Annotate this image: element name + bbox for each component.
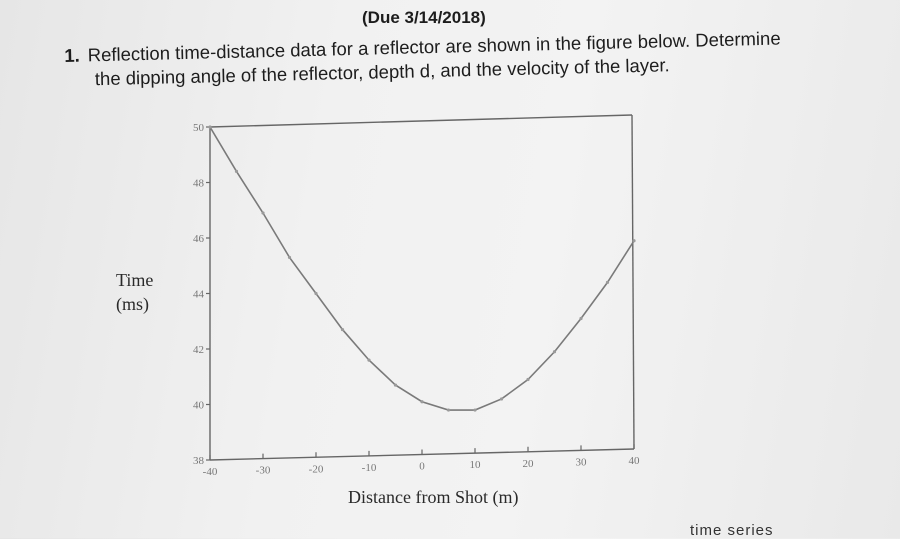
data-point [393, 383, 398, 387]
data-point [473, 408, 477, 412]
data-point [287, 255, 292, 260]
data-point [605, 280, 610, 284]
data-point [314, 291, 318, 296]
x-tick-label: -20 [309, 463, 324, 475]
data-point [499, 397, 504, 401]
data-point [261, 211, 265, 215]
data-point [234, 169, 239, 173]
x-tick-label: 10 [470, 459, 482, 471]
data-point [208, 125, 212, 129]
data-point [420, 400, 424, 404]
y-tick-label: 42 [193, 344, 204, 356]
data-point [632, 239, 636, 243]
data-point [526, 377, 530, 382]
y-tick-label: 50 [193, 122, 205, 134]
data-point [552, 350, 557, 354]
y-axis-label-line2: (ms) [116, 294, 149, 315]
y-tick-label: 48 [193, 178, 205, 190]
x-tick-label: 0 [419, 461, 425, 473]
reflection-curve [209, 126, 635, 411]
x-axis-label: Distance from Shot (m) [348, 487, 518, 508]
x-tick-label: 30 [576, 456, 588, 468]
data-point [340, 327, 345, 332]
x-tick-label: 40 [629, 455, 641, 467]
y-tick-label: 40 [193, 400, 205, 412]
y-tick-label: 46 [193, 233, 205, 245]
due-date: (Due 3/14/2018) [362, 8, 486, 27]
plot-frame [209, 114, 635, 461]
data-point [446, 408, 451, 412]
y-tick-label: 44 [193, 289, 205, 301]
y-tick-label: 38 [193, 455, 205, 467]
y-axis-label-line1: Time [116, 270, 153, 290]
data-point [579, 316, 583, 321]
data-point [367, 358, 371, 362]
x-tick-label: -10 [362, 462, 377, 474]
cutoff-footer-text: time series [690, 522, 774, 539]
x-tick-label: -30 [256, 465, 271, 477]
x-tick-label: 20 [523, 458, 535, 470]
x-tick-label: -40 [203, 466, 218, 478]
